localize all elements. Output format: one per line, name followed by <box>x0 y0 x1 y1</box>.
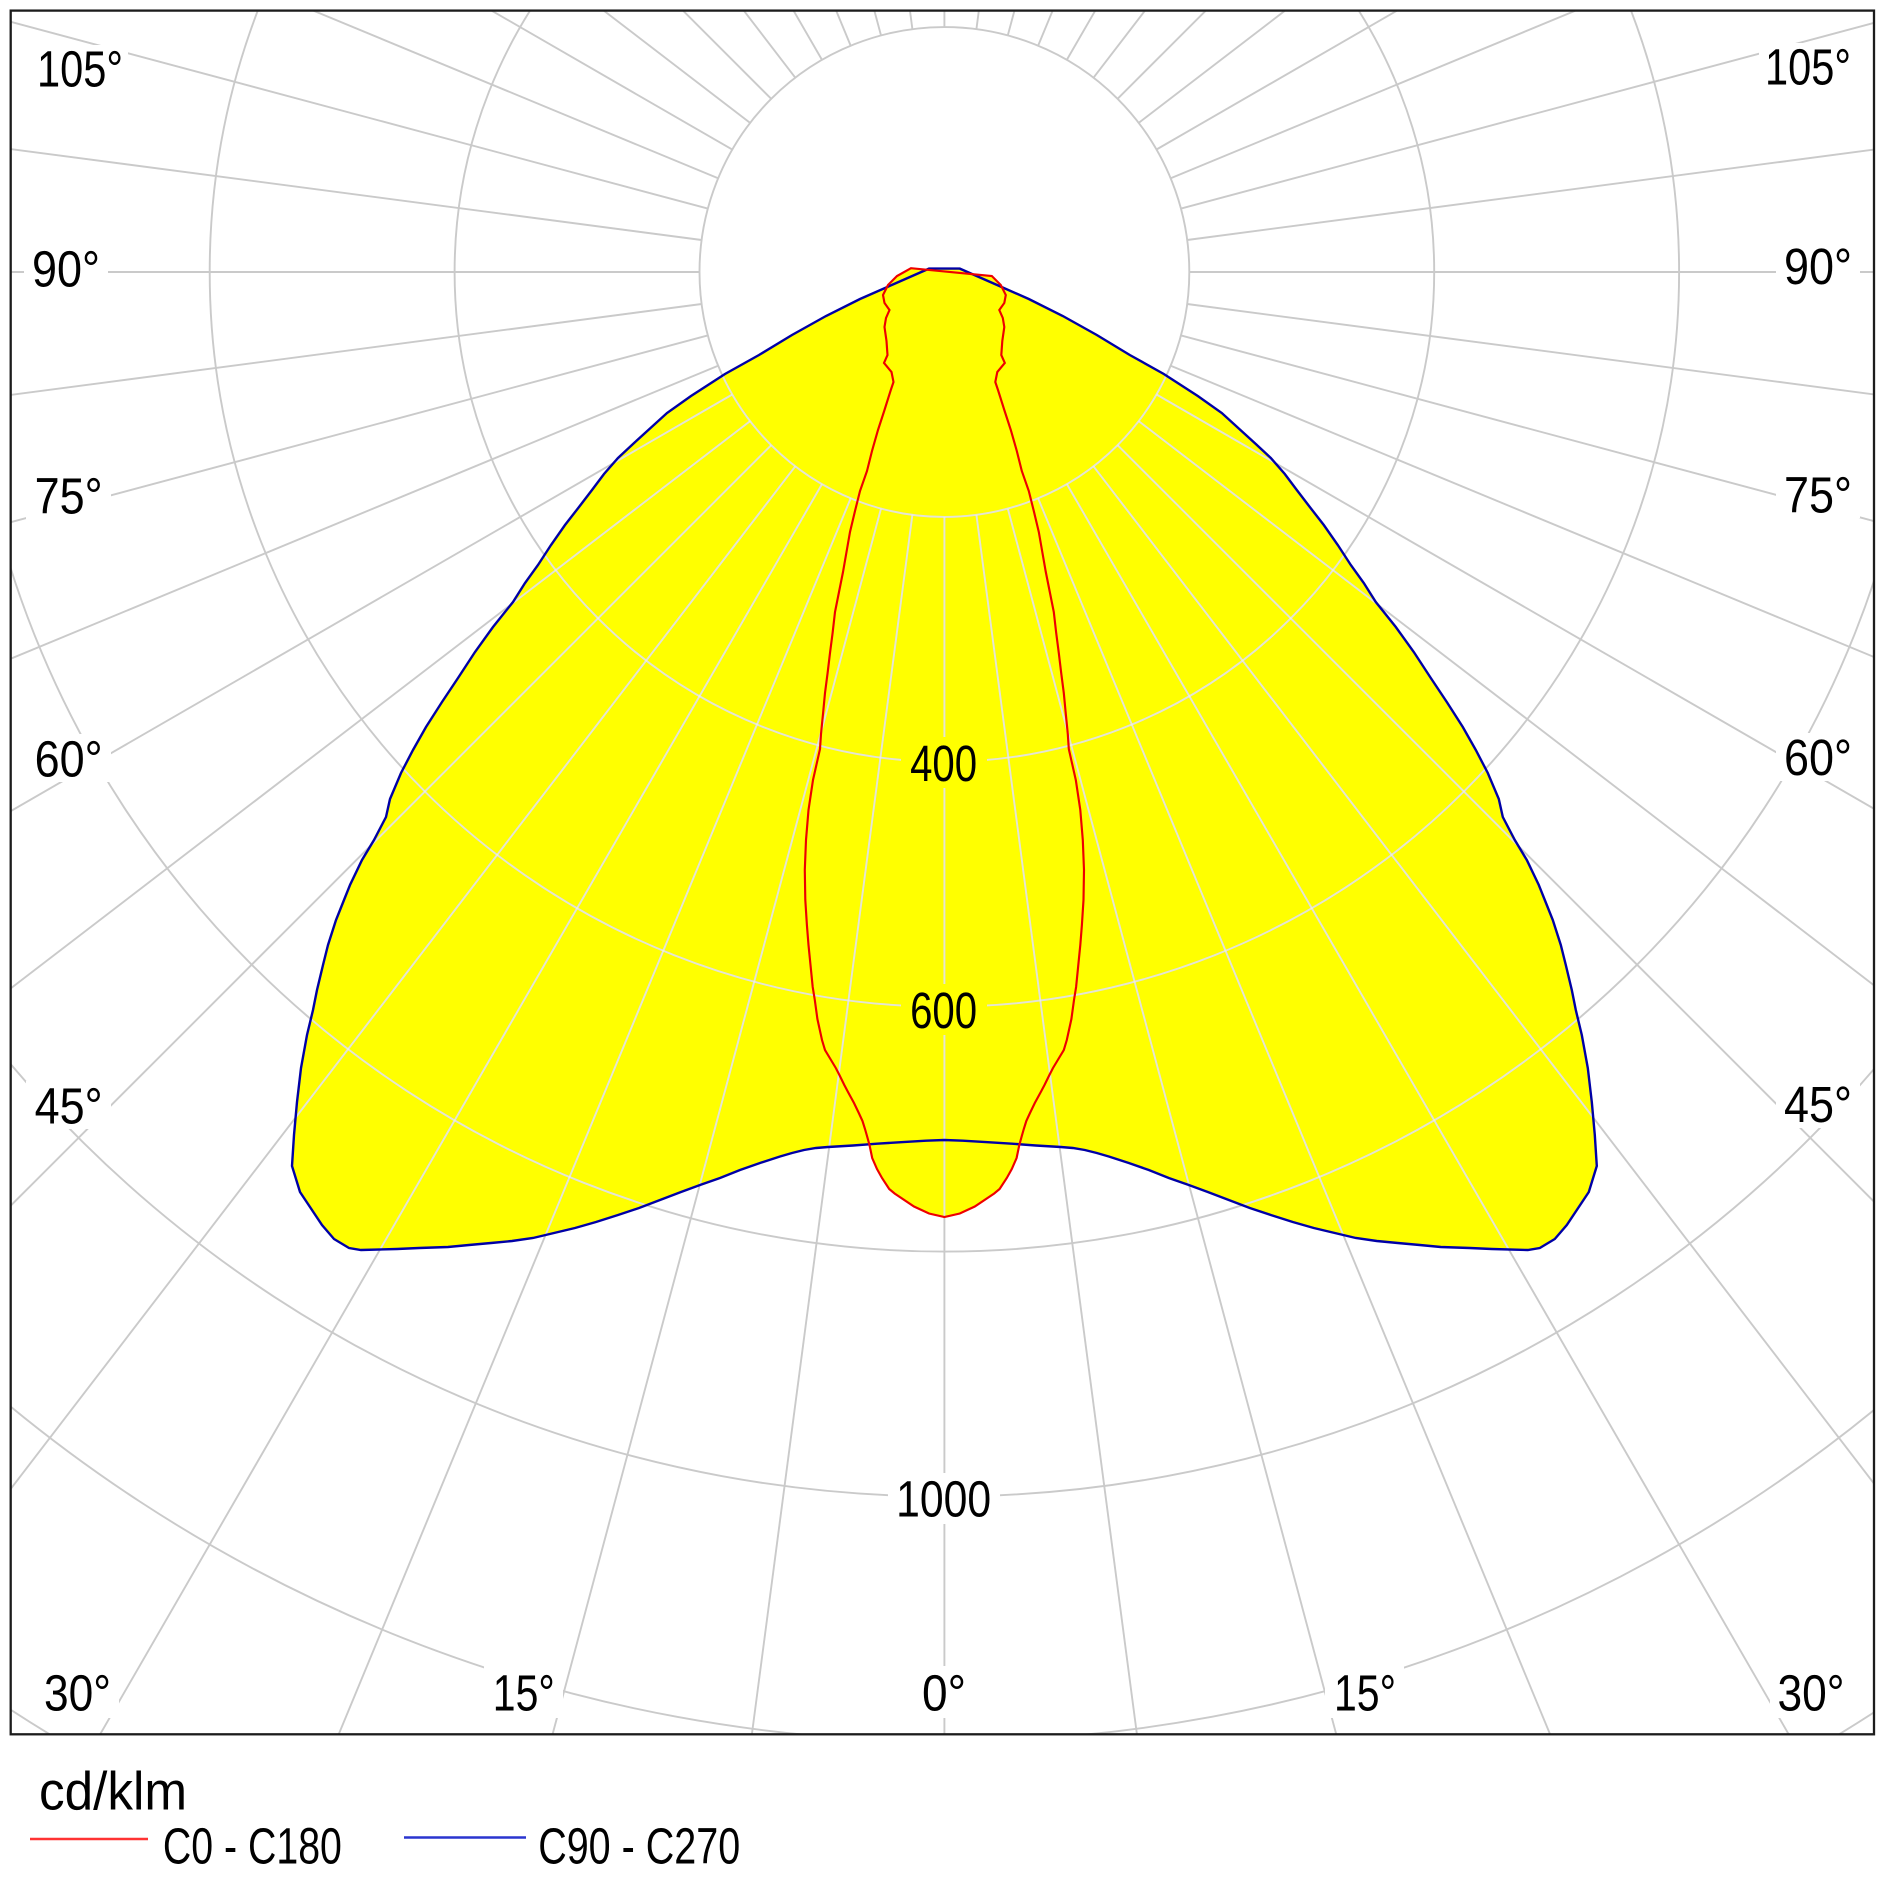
svg-text:45°: 45° <box>1784 1076 1852 1133</box>
svg-text:60°: 60° <box>35 731 103 788</box>
svg-text:60°: 60° <box>1784 729 1852 786</box>
svg-text:30°: 30° <box>44 1665 111 1722</box>
svg-text:600: 600 <box>910 982 977 1039</box>
svg-text:30°: 30° <box>1778 1665 1845 1722</box>
svg-text:cd/klm: cd/klm <box>39 1761 187 1821</box>
svg-text:0°: 0° <box>922 1665 966 1722</box>
svg-text:75°: 75° <box>1784 467 1852 524</box>
svg-text:75°: 75° <box>35 468 103 525</box>
svg-text:45°: 45° <box>35 1078 103 1135</box>
svg-text:90°: 90° <box>32 241 100 298</box>
svg-text:15°: 15° <box>493 1665 555 1722</box>
svg-text:105°: 105° <box>37 41 123 98</box>
svg-text:15°: 15° <box>1334 1665 1396 1722</box>
svg-text:C90 - C270: C90 - C270 <box>538 1817 740 1874</box>
svg-text:90°: 90° <box>1784 238 1852 295</box>
svg-text:105°: 105° <box>1765 39 1851 96</box>
svg-text:400: 400 <box>910 735 977 792</box>
svg-text:1000: 1000 <box>896 1471 991 1528</box>
svg-text:C0 - C180: C0 - C180 <box>163 1817 342 1874</box>
